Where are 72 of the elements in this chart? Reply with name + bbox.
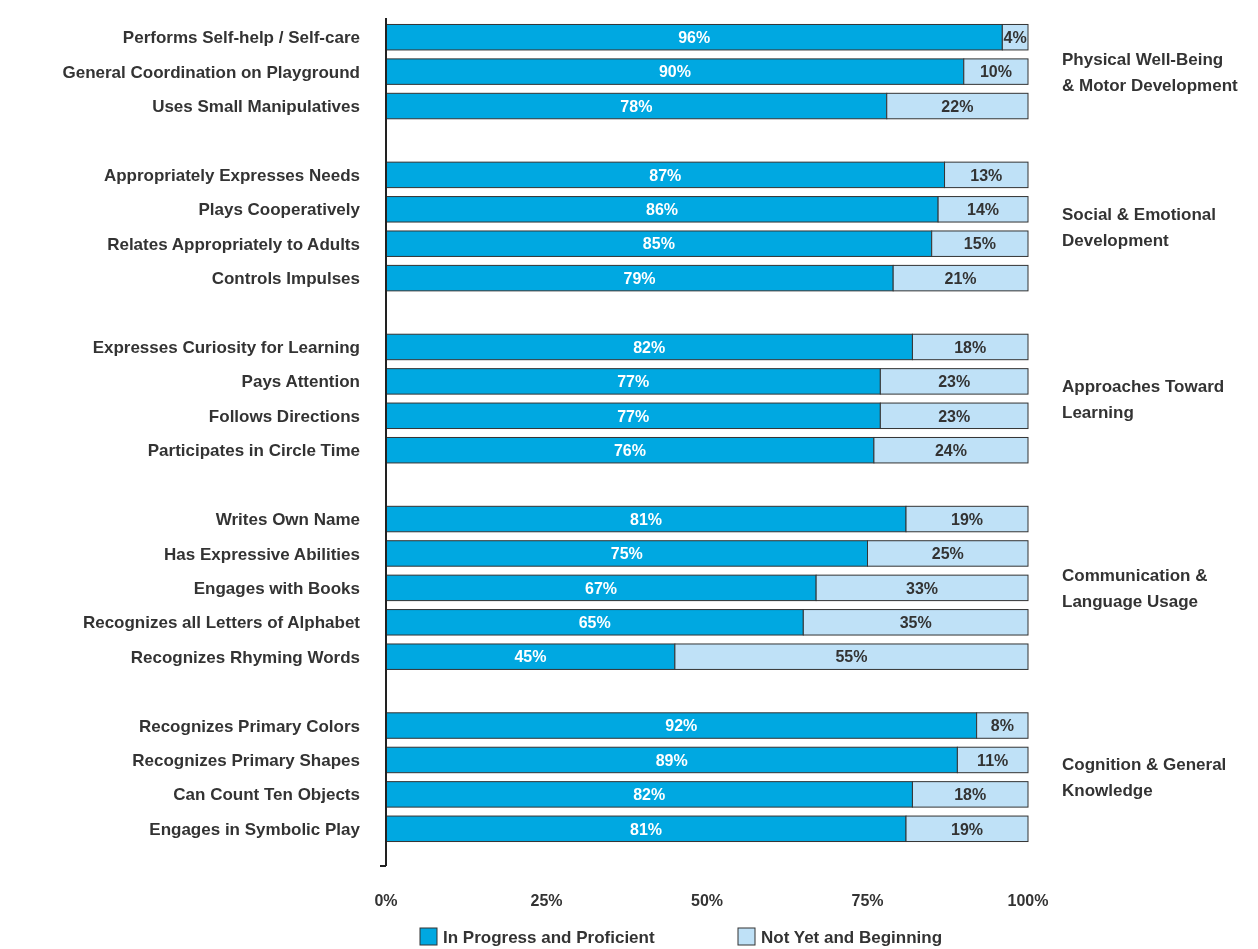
y-tick-label: Recognizes all Letters of Alphabet — [82, 613, 361, 633]
text: Cognition & General Knowledge — [1062, 755, 1227, 801]
y-tick-label: Controls Impulses — [211, 269, 360, 289]
data-label: 18% — [954, 786, 987, 804]
y-tick-label: General Coordination on Playground — [62, 62, 360, 82]
y-tick-label: Recognizes Primary Colors — [138, 716, 360, 736]
data-label: 8% — [990, 717, 1014, 735]
data-label: 82% — [633, 338, 666, 356]
data-label: 23% — [938, 407, 971, 425]
text: Social & Emotional Development — [1062, 204, 1216, 250]
y-tick-label: Relates Appropriately to Adults — [107, 234, 360, 254]
data-label: 19% — [950, 820, 984, 838]
data-label: 14% — [967, 201, 1000, 219]
data-label: 19% — [950, 510, 984, 528]
data-label: 85% — [642, 235, 675, 253]
x-tick-label: 50% — [690, 892, 724, 909]
y-tick-label: Expresses Curiosity for Learning — [92, 338, 360, 358]
y-tick-label: Has Expressive Abilities — [164, 544, 360, 564]
data-label: 81% — [629, 820, 663, 838]
legend-label: Not Yet and Beginning — [761, 928, 943, 947]
y-tick-label: Participates in Circle Time — [147, 441, 360, 461]
data-label: 4% — [1003, 28, 1027, 46]
y-tick-label: Performs Self-help / Self-care — [122, 28, 360, 48]
legend-label: In Progress and Proficient — [443, 928, 655, 947]
data-label: 89% — [655, 751, 688, 769]
data-label: 92% — [665, 717, 698, 735]
y-tick-label: Recognizes Primary Shapes — [132, 751, 360, 771]
data-label: 21% — [944, 269, 977, 287]
y-tick-label: Engages with Books — [193, 578, 360, 598]
data-label: 67% — [585, 579, 618, 597]
data-label: 24% — [934, 441, 967, 459]
text: Physical Well-Being & Motor Development — [1062, 49, 1239, 95]
data-label: 78% — [620, 97, 653, 115]
data-label: 15% — [963, 235, 996, 253]
y-tick-label: Follows Directions — [208, 406, 360, 426]
data-label: 18% — [954, 338, 987, 356]
data-label: 10% — [979, 63, 1012, 81]
y-tick-label: Uses Small Manipulatives — [152, 97, 360, 117]
data-label: 33% — [906, 579, 939, 597]
data-label: 13% — [970, 166, 1003, 184]
y-tick-label: Plays Cooperatively — [198, 200, 361, 220]
data-label: 79% — [623, 269, 656, 287]
data-label: 87% — [649, 166, 682, 184]
y-tick-label: Can Count Ten Objects — [173, 785, 360, 805]
data-label: 23% — [938, 373, 971, 391]
x-tick-label: 0% — [374, 892, 398, 909]
data-label: 55% — [835, 648, 868, 666]
data-label: 77% — [617, 373, 650, 391]
data-label: 25% — [931, 545, 964, 563]
y-tick-label: Recognizes Rhyming Words — [130, 647, 360, 667]
data-label: 96% — [678, 28, 711, 46]
text: Approaches Toward Learning — [1062, 376, 1225, 422]
y-tick-label: Pays Attention — [241, 372, 360, 392]
data-label: 81% — [629, 510, 663, 528]
data-label: 90% — [658, 63, 691, 81]
data-label: 82% — [633, 786, 666, 804]
x-tick-label: 25% — [530, 892, 563, 909]
x-tick-label: 100% — [1007, 892, 1049, 909]
x-tick-label: 75% — [851, 892, 884, 909]
data-label: 77% — [617, 407, 650, 425]
y-tick-label: Engages in Symbolic Play — [149, 819, 361, 839]
data-label: 86% — [646, 201, 679, 219]
data-label: 65% — [578, 614, 611, 632]
y-tick-label: Writes Own Name — [215, 510, 360, 530]
y-tick-label: Appropriately Expresses Needs — [103, 165, 360, 185]
data-label: 45% — [514, 648, 547, 666]
data-label: 22% — [941, 97, 974, 115]
data-label: 11% — [977, 751, 1009, 769]
data-label: 75% — [610, 545, 643, 563]
data-label: 35% — [899, 614, 932, 632]
data-label: 76% — [613, 441, 646, 459]
text: Communication & Language Usage — [1062, 565, 1208, 611]
